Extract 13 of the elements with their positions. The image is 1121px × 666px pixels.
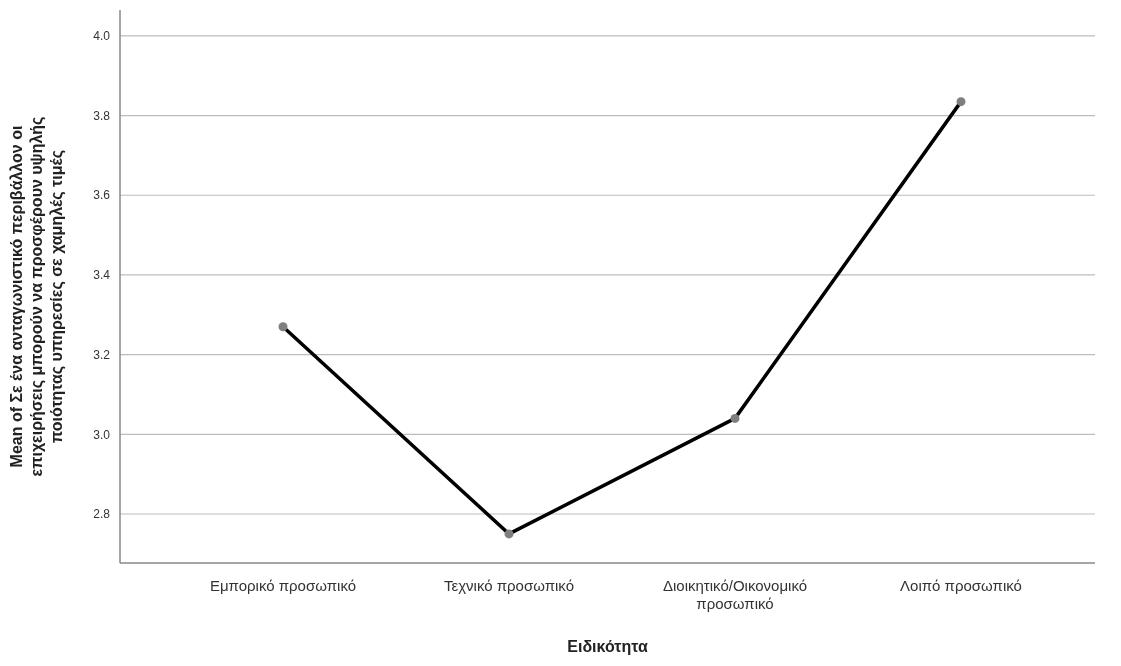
x-tick-label: Τεχνικό προσωπικό — [443, 577, 575, 594]
y-tick-label: 2.8 — [93, 507, 111, 522]
y-tick-label: 3.4 — [93, 268, 111, 283]
x-axis-title: Ειδικότητα — [567, 638, 648, 655]
x-tick-label: Λοιπό προσωπικό — [900, 577, 1022, 594]
x-tick-label: Διοικητικό/Οικονομικό προσωπικό — [662, 577, 808, 612]
y-tick-label: 3.6 — [93, 188, 111, 203]
y-tick-label: 4.0 — [93, 29, 111, 44]
x-tick-label: Εμπορικό προσωπικό — [209, 577, 357, 594]
y-tick-label: 3.0 — [93, 427, 111, 442]
y-axis-title: Mean of Σε ένα ανταγωνιστικό περιβάλλον οι επιχειρήσεις μπορούν να προσφέρουν υψηλής ποιότητας υπηρεσίες σε χαμηλές τιμές — [8, 116, 66, 477]
y-tick-label: 3.2 — [93, 347, 111, 362]
y-tick-label: 3.8 — [93, 108, 111, 123]
